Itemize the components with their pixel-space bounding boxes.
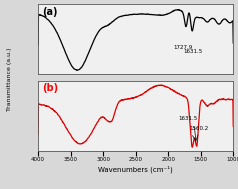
Text: Transmittance (a.u.): Transmittance (a.u.): [7, 48, 12, 111]
Text: 1631.5: 1631.5: [178, 116, 197, 121]
Text: (a): (a): [42, 7, 58, 17]
Text: 1560.2: 1560.2: [189, 126, 208, 131]
Text: 1727.9: 1727.9: [174, 45, 193, 50]
Text: 1631.5: 1631.5: [183, 49, 203, 54]
Text: (b): (b): [42, 83, 58, 93]
X-axis label: Wavenumbers (cm⁻¹): Wavenumbers (cm⁻¹): [98, 165, 173, 173]
